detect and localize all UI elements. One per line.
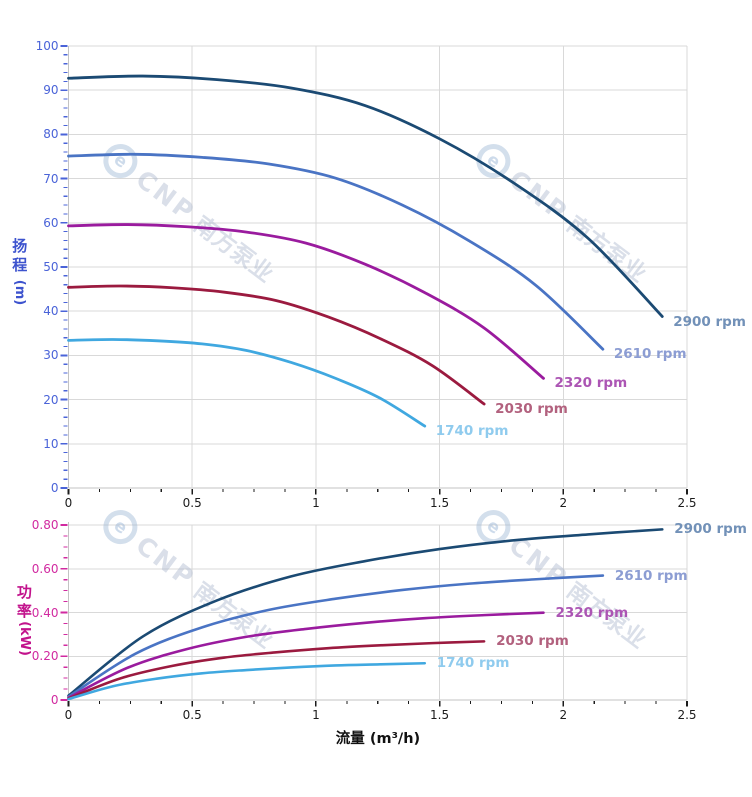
series-curve-2900-rpm xyxy=(67,74,664,318)
y-axis-title-power-text: 功率 xyxy=(16,583,32,620)
x-axis-title: 流量 (m³/h) xyxy=(335,731,421,747)
series-curve-1740-rpm xyxy=(67,661,427,701)
series-curve-2320-rpm xyxy=(67,223,545,380)
series-curve-2610-rpm xyxy=(67,152,605,351)
y-axis-title-power-unit: (kW) xyxy=(16,620,32,656)
y-axis-title-head-unit: (m) xyxy=(12,279,28,305)
series-curve-2030-rpm xyxy=(67,284,486,406)
y-axis-title-head: 扬程 (m) xyxy=(7,237,32,305)
series-curve-1740-rpm xyxy=(67,338,427,428)
y-axis-title-head-text: 扬程 xyxy=(12,237,28,274)
y-axis-title-power: 功率 (kW) xyxy=(7,583,42,655)
series-curve-2610-rpm xyxy=(67,574,605,699)
series-curve-2320-rpm xyxy=(67,611,545,700)
series-curve-2900-rpm xyxy=(67,528,664,697)
series-curve-2030-rpm xyxy=(67,640,486,700)
